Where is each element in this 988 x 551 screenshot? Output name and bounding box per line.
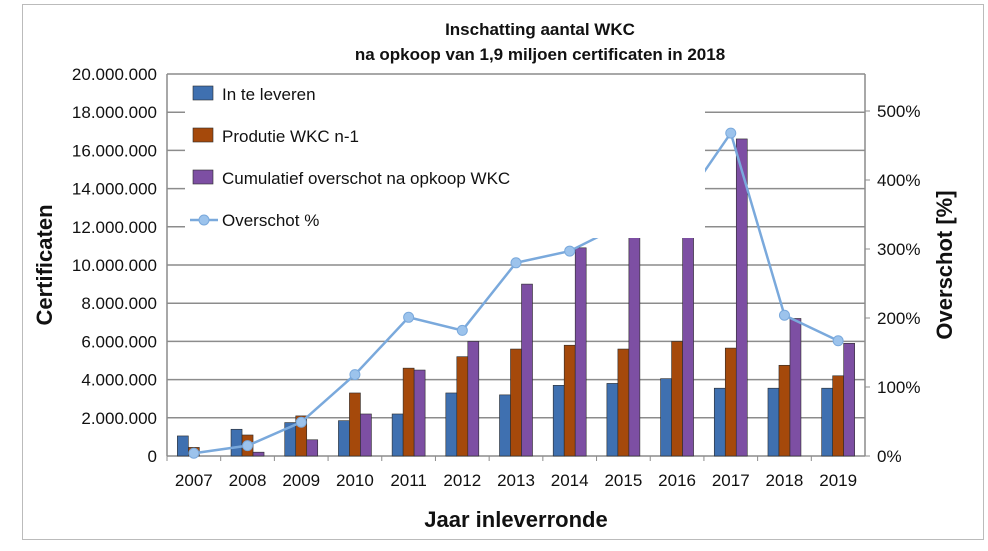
legend-swatch	[192, 85, 214, 101]
y-tick-label: 20.000.000	[72, 65, 157, 84]
bar-produtie-wkc-n-1	[778, 364, 791, 457]
chart-frame	[22, 4, 984, 540]
line-point	[188, 447, 200, 459]
x-tick-label: 2010	[336, 471, 374, 490]
bar-produtie-wkc-n-1	[617, 348, 630, 457]
y2-tick-label: 200%	[877, 309, 920, 328]
y-tick-label: 8.000.000	[81, 294, 157, 313]
x-tick-label: 2012	[443, 471, 481, 490]
bar-produtie-wkc-n-1	[349, 392, 361, 457]
chart-title-line1: Inschatting aantal WKC	[445, 20, 635, 39]
bar-cumulatief-overschot-na-opkoop-wkc	[789, 318, 802, 457]
chart-title-line2: na opkoop van 1,9 miljoen certificaten i…	[355, 45, 725, 64]
legend-swatch	[192, 169, 214, 185]
x-tick-label: 2008	[229, 471, 267, 490]
bar-produtie-wkc-n-1	[724, 347, 737, 457]
line-point	[778, 309, 790, 321]
y2-tick-label: 100%	[877, 378, 920, 397]
bar-cumulatief-overschot-na-opkoop-wkc	[574, 247, 587, 457]
bar-produtie-wkc-n-1	[295, 415, 308, 457]
legend-label: Overschot %	[222, 211, 319, 230]
y-tick-label: 18.000.000	[72, 103, 157, 122]
legend-background	[185, 78, 705, 238]
bar-cumulatief-overschot-na-opkoop-wkc	[306, 439, 319, 457]
x-tick-label: 2019	[819, 471, 857, 490]
line-point	[349, 369, 361, 381]
bar-in-te-leveren	[499, 394, 511, 457]
line-point	[403, 311, 415, 323]
bar-cumulatief-overschot-na-opkoop-wkc	[252, 451, 265, 457]
bar-in-te-leveren	[767, 387, 780, 457]
line-point	[456, 324, 468, 336]
y-tick-label: 16.000.000	[72, 141, 157, 160]
bar-cumulatief-overschot-na-opkoop-wkc	[413, 369, 426, 457]
x-axis-title: Jaar inleverronde	[424, 507, 607, 532]
bar-produtie-wkc-n-1	[563, 344, 576, 457]
bar-in-te-leveren	[821, 387, 833, 457]
x-tick-label: 2011	[390, 471, 427, 490]
y-tick-label: 14.000.000	[72, 180, 157, 199]
y2-tick-label: 400%	[877, 171, 920, 190]
legend-label: Produtie WKC n-1	[222, 127, 359, 146]
x-tick-label: 2013	[497, 471, 535, 490]
bar-in-te-leveren	[177, 435, 189, 457]
x-tick-label: 2015	[604, 471, 642, 490]
bar-produtie-wkc-n-1	[402, 367, 415, 457]
x-tick-label: 2009	[282, 471, 320, 490]
bar-in-te-leveren	[660, 378, 672, 457]
x-tick-label: 2018	[766, 471, 804, 490]
y2-tick-label: 300%	[877, 240, 920, 259]
y-tick-label: 4.000.000	[81, 371, 157, 390]
y-tick-label: 10.000.000	[72, 256, 157, 275]
line-point	[725, 127, 737, 139]
bar-produtie-wkc-n-1	[456, 356, 469, 457]
bar-produtie-wkc-n-1	[832, 375, 844, 457]
y-tick-label: 2.000.000	[81, 409, 157, 428]
line-point	[510, 257, 522, 269]
bar-in-te-leveren	[606, 383, 619, 457]
y2-axis-title: Overschot [%]	[932, 190, 957, 339]
bar-cumulatief-overschot-na-opkoop-wkc	[467, 341, 480, 457]
bar-produtie-wkc-n-1	[671, 341, 683, 457]
line-point	[564, 245, 576, 257]
y-axis-title: Certificaten	[32, 204, 57, 325]
y-tick-label: 0	[148, 447, 157, 466]
x-tick-label: 2014	[551, 471, 589, 490]
x-tick-label: 2017	[712, 471, 750, 490]
bar-in-te-leveren	[552, 385, 565, 457]
x-tick-label: 2016	[658, 471, 696, 490]
legend-label: In te leveren	[222, 85, 316, 104]
y-tick-label: 6.000.000	[81, 332, 157, 351]
bar-in-te-leveren	[338, 420, 350, 457]
legend-marker	[198, 214, 210, 226]
bar-in-te-leveren	[230, 428, 243, 457]
bar-cumulatief-overschot-na-opkoop-wkc	[735, 138, 748, 457]
bar-cumulatief-overschot-na-opkoop-wkc	[628, 209, 641, 457]
y2-tick-label: 0%	[877, 447, 902, 466]
bar-cumulatief-overschot-na-opkoop-wkc	[843, 343, 855, 457]
line-point	[295, 416, 307, 428]
bar-produtie-wkc-n-1	[510, 348, 522, 457]
bar-in-te-leveren	[445, 392, 458, 457]
line-point	[832, 335, 844, 347]
legend-label: Cumulatief overschot na opkoop WKC	[222, 169, 510, 188]
bar-cumulatief-overschot-na-opkoop-wkc	[521, 283, 533, 457]
legend-swatch	[192, 127, 214, 143]
y2-tick-label: 500%	[877, 102, 920, 121]
bar-in-te-leveren	[713, 387, 726, 457]
bar-in-te-leveren	[391, 413, 404, 457]
line-point	[242, 440, 254, 452]
x-tick-label: 2007	[175, 471, 213, 490]
y-tick-label: 12.000.000	[72, 218, 157, 237]
bar-cumulatief-overschot-na-opkoop-wkc	[360, 413, 372, 457]
